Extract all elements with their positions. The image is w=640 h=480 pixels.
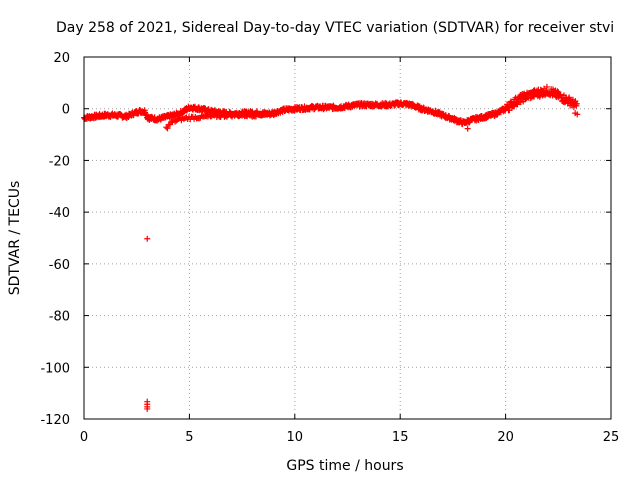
x-tick-label: 15 xyxy=(392,430,409,445)
data-point xyxy=(543,83,550,90)
x-tick-label: 20 xyxy=(497,430,514,445)
data-series xyxy=(81,83,581,412)
y-tick-label: -100 xyxy=(40,361,70,376)
data-point xyxy=(573,100,580,107)
x-axis-title: GPS time / hours xyxy=(286,458,403,474)
data-point xyxy=(574,111,581,118)
x-tick-label: 25 xyxy=(603,430,620,445)
y-tick-label: -60 xyxy=(49,258,70,273)
y-tick-label: 0 xyxy=(62,103,70,118)
y-tick-label: -40 xyxy=(49,206,70,221)
x-tick-label: 10 xyxy=(287,430,304,445)
grid xyxy=(84,57,611,419)
data-point xyxy=(164,125,171,132)
data-point xyxy=(549,92,556,99)
axis-ticks: 0 5 10 15 20 25 20 0 -20 -40 -60 -80 -100 -120 xyxy=(40,51,619,445)
data-point xyxy=(144,235,151,242)
data-point xyxy=(144,405,151,412)
chart-title: Day 258 of 2021, Sidereal Day-to-day VTE… xyxy=(56,20,614,36)
data-point xyxy=(464,125,471,132)
data-point xyxy=(514,101,521,108)
y-tick-label: -80 xyxy=(49,310,70,325)
y-tick-label: -20 xyxy=(49,154,70,169)
plot-frame xyxy=(83,56,612,420)
y-tick-label: 20 xyxy=(53,51,70,66)
y-tick-label: -120 xyxy=(40,413,70,428)
y-axis-title: SDTVAR / TECUs xyxy=(7,181,23,296)
data-point xyxy=(270,112,277,119)
x-tick-label: 0 xyxy=(80,430,88,445)
x-tick-label: 5 xyxy=(185,430,193,445)
